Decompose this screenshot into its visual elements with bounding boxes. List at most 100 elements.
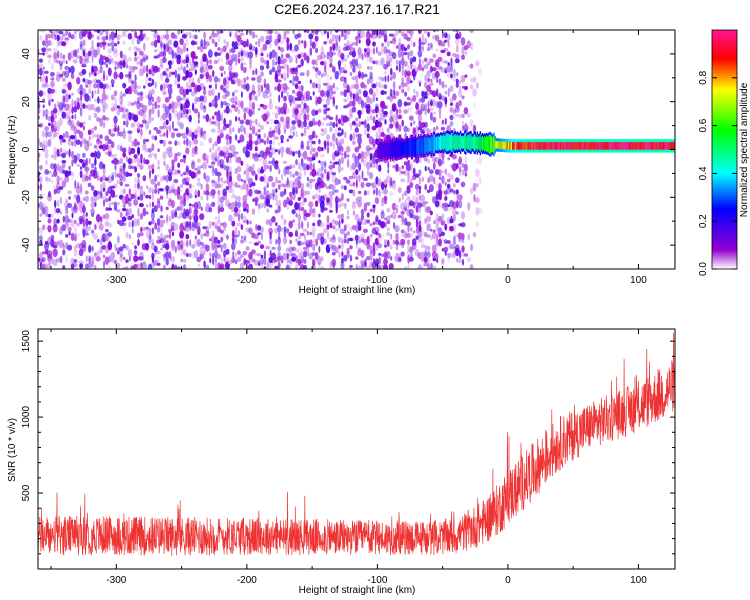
- track-cell: [425, 138, 427, 153]
- heatmap-cell: [154, 81, 157, 89]
- heatmap-cell: [386, 40, 390, 48]
- heatmap-cell: [108, 128, 112, 135]
- heatmap-cell: [185, 195, 189, 202]
- heatmap-cell: [165, 33, 170, 40]
- heatmap-cell: [209, 35, 212, 40]
- heatmap-cell: [426, 70, 431, 78]
- heatmap-cell: [136, 172, 141, 178]
- heatmap-cell: [41, 30, 46, 33]
- heatmap-cell: [458, 99, 462, 107]
- heatmap-cell: [162, 71, 167, 76]
- heatmap-cell: [148, 195, 152, 200]
- heatmap-cell: [231, 58, 236, 62]
- heatmap-cell: [320, 222, 325, 228]
- heatmap-cell: [251, 31, 255, 39]
- heatmap-cell: [128, 188, 132, 196]
- heatmap-cell: [187, 186, 193, 194]
- heatmap-cell: [311, 153, 316, 160]
- heatmap-cell: [157, 187, 160, 195]
- heatmap-cell: [309, 162, 313, 171]
- heatmap-cell: [133, 249, 138, 256]
- heatmap-cell: [251, 84, 256, 93]
- heatmap-cell: [237, 58, 241, 64]
- heatmap-cell: [59, 52, 63, 60]
- track-cell: [616, 142, 618, 150]
- heatmap-cell: [102, 115, 106, 121]
- heatmap-cell: [300, 58, 304, 67]
- heatmap-cell: [380, 132, 385, 137]
- heatmap-cell: [300, 52, 305, 58]
- heatmap-cell: [358, 235, 361, 239]
- heatmap-cell: [329, 200, 333, 209]
- heatmap-cell: [193, 55, 198, 60]
- heatmap-cell: [182, 258, 187, 263]
- heatmap-cell: [332, 132, 336, 142]
- heatmap-cell: [75, 232, 81, 237]
- heatmap-cell: [409, 50, 414, 57]
- heatmap-cell: [312, 222, 316, 227]
- heatmap-cell: [427, 43, 430, 47]
- track-cell: [411, 137, 414, 157]
- heatmap-cell: [369, 245, 373, 254]
- heatmap-cell: [50, 234, 55, 241]
- heatmap-cell: [82, 197, 86, 201]
- heatmap-cell: [429, 210, 433, 216]
- heatmap-cell: [45, 176, 48, 182]
- heatmap-cell: [292, 186, 296, 195]
- heatmap-cell: [217, 214, 220, 223]
- heatmap-cell: [145, 229, 149, 239]
- heatmap-cell: [265, 219, 270, 225]
- heatmap-cell: [57, 50, 60, 59]
- heatmap-cell: [179, 158, 184, 163]
- track-cell: [489, 134, 491, 154]
- heatmap-cell: [297, 258, 301, 266]
- heatmap-cell: [411, 238, 417, 246]
- track-cell: [381, 141, 383, 159]
- heatmap-cell: [191, 141, 195, 145]
- heatmap-cell: [48, 190, 51, 198]
- heatmap-cell: [246, 184, 249, 192]
- heatmap-cell: [413, 120, 416, 125]
- track-cell: [397, 140, 399, 157]
- heatmap-cell: [64, 103, 70, 112]
- heatmap-cell: [329, 222, 333, 229]
- heatmap-cell: [190, 40, 196, 46]
- heatmap-cell: [113, 259, 118, 265]
- heatmap-cell: [456, 72, 459, 77]
- heatmap-cell: [68, 165, 71, 171]
- heatmap-cell: [415, 248, 419, 252]
- heatmap-cell: [303, 132, 307, 137]
- heatmap-cell: [322, 82, 328, 86]
- heatmap-cell: [277, 141, 281, 146]
- heatmap-cell: [42, 251, 46, 255]
- heatmap-cell: [446, 178, 451, 183]
- heatmap-cell: [274, 160, 279, 165]
- heatmap-cell: [311, 130, 316, 139]
- heatmap-cell: [197, 263, 200, 267]
- track-cell: [642, 142, 644, 150]
- heatmap-cell: [125, 113, 129, 122]
- heatmap-cell: [398, 197, 401, 203]
- heatmap-cell: [112, 157, 119, 166]
- heatmap-cell: [71, 114, 74, 119]
- heatmap-cell: [341, 152, 344, 156]
- heatmap-cell: [99, 238, 103, 246]
- plot-frame-bottom: [37, 328, 676, 570]
- heatmap-cell: [228, 214, 233, 222]
- track-cell: [435, 136, 438, 151]
- heatmap-cell: [438, 176, 442, 180]
- track-cell: [470, 133, 472, 152]
- heatmap-cell: [39, 67, 43, 77]
- heatmap-cell: [441, 190, 445, 194]
- heatmap-cell: [312, 117, 316, 127]
- heatmap-cell: [292, 181, 295, 189]
- colorbar-tick-label: 0.0: [698, 262, 709, 276]
- heatmap-cell: [380, 83, 385, 89]
- heatmap-cell: [125, 64, 129, 69]
- heatmap-cell: [101, 195, 107, 200]
- heatmap-cell: [314, 41, 319, 48]
- heatmap-cell: [171, 57, 175, 65]
- heatmap-cell: [355, 263, 358, 269]
- heatmap-cell: [231, 242, 236, 251]
- heatmap-cell: [116, 179, 121, 184]
